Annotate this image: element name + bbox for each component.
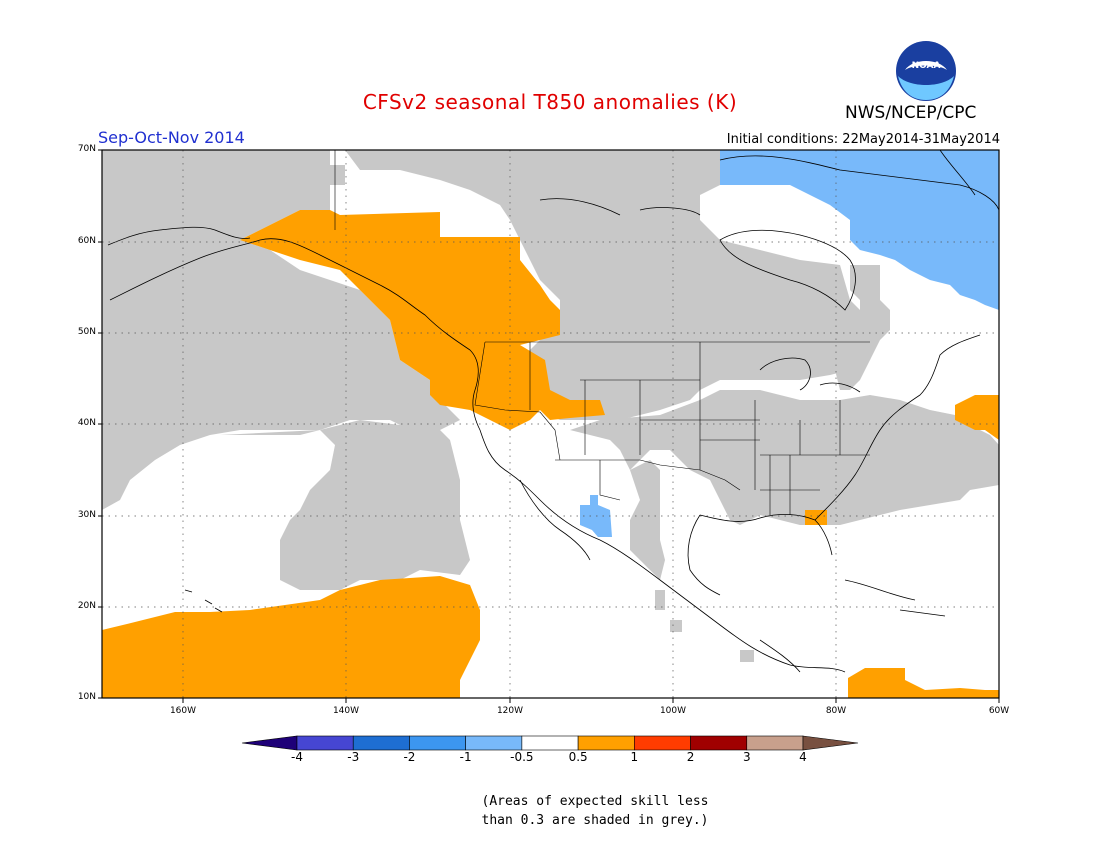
political-borders: [334, 150, 870, 515]
colorbar-label: -2: [403, 750, 416, 764]
colorbar-label: 4: [799, 750, 807, 764]
colorbar-label: 2: [686, 750, 695, 764]
lon-label: 80W: [825, 706, 847, 716]
lon-label: 140W: [332, 706, 360, 716]
colorbar-label: -1: [459, 750, 472, 764]
lon-label: 160W: [169, 706, 197, 716]
note-line-1: (Areas of expected skill less: [481, 794, 709, 809]
organization-label: NWS/NCEP/CPC: [845, 103, 977, 123]
season-label: Sep-Oct-Nov 2014: [98, 128, 245, 147]
lon-label: 100W: [659, 706, 687, 716]
noaa-logo: NOAA: [896, 41, 956, 101]
lat-label: 40N: [77, 418, 96, 428]
lon-label: 120W: [496, 706, 524, 716]
colorbar-label: 0.5: [568, 750, 588, 764]
colorbar-label: 3: [742, 750, 751, 764]
low-skill-grey-areas: [102, 150, 999, 662]
colorbar-label: -4: [291, 750, 303, 764]
warm-anomaly-areas: [102, 210, 999, 698]
lat-label: 70N: [77, 144, 96, 154]
lat-label: 10N: [77, 692, 96, 702]
coastlines: [107, 150, 999, 673]
lat-label: 50N: [77, 327, 96, 337]
lat-label: 60N: [77, 236, 96, 246]
graticule: [102, 150, 999, 698]
note-line-2: than 0.3 are shaded in grey.): [481, 813, 709, 828]
colorbar-label: -3: [347, 750, 360, 764]
logo-text: NOAA: [912, 61, 941, 71]
initial-conditions-label: Initial conditions: 22May2014-31May2014: [726, 132, 1000, 147]
chart-title: CFSv2 seasonal T850 anomalies (K): [362, 90, 738, 114]
lon-label: 60W: [988, 706, 1010, 716]
lat-label: 30N: [77, 510, 96, 520]
lat-label: 20N: [77, 601, 96, 611]
colorbar-label: 1: [630, 750, 639, 764]
colorbar-label: -0.5: [510, 750, 534, 764]
